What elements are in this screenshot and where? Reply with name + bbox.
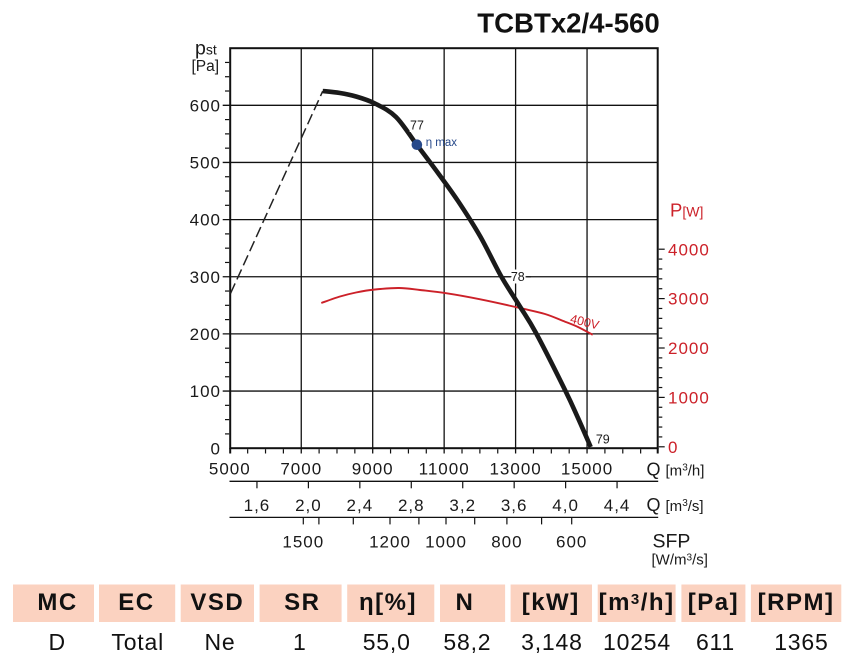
svg-text:[RPM]: [RPM] xyxy=(758,589,835,616)
svg-text:N: N xyxy=(455,589,474,616)
svg-text:SR: SR xyxy=(284,589,320,616)
svg-text:Total: Total xyxy=(111,629,164,655)
svg-text:pst: pst xyxy=(195,38,217,60)
svg-text:13000: 13000 xyxy=(489,460,541,479)
svg-text:1000: 1000 xyxy=(668,389,710,408)
svg-text:TCBTx2/4-560: TCBTx2/4-560 xyxy=(477,8,660,39)
svg-text:5000: 5000 xyxy=(209,460,251,479)
svg-text:4000: 4000 xyxy=(668,240,710,259)
svg-text:Ne: Ne xyxy=(204,629,235,655)
svg-text:1365: 1365 xyxy=(774,629,828,655)
svg-text:600: 600 xyxy=(556,532,587,551)
svg-text:2,0: 2,0 xyxy=(295,496,322,515)
svg-text:3,148: 3,148 xyxy=(521,629,583,655)
svg-text:400: 400 xyxy=(190,211,221,230)
svg-text:2,4: 2,4 xyxy=(347,496,374,515)
svg-text:[Pa]: [Pa] xyxy=(192,58,220,75)
svg-text:MC: MC xyxy=(37,589,77,616)
svg-text:1500: 1500 xyxy=(282,532,324,551)
svg-text:Q [m3/h]: Q [m3/h] xyxy=(647,460,705,480)
svg-text:SFP: SFP xyxy=(653,531,691,553)
svg-text:78: 78 xyxy=(511,270,525,284)
svg-text:D: D xyxy=(48,629,65,655)
svg-text:15000: 15000 xyxy=(561,460,613,479)
svg-text:[Pa]: [Pa] xyxy=(688,589,739,616)
svg-text:VSD: VSD xyxy=(190,589,244,616)
svg-text:7000: 7000 xyxy=(280,460,322,479)
svg-text:[m3/h]: [m3/h] xyxy=(599,589,675,616)
svg-text:4,4: 4,4 xyxy=(604,496,631,515)
svg-text:3,6: 3,6 xyxy=(501,496,528,515)
svg-text:P[W]: P[W] xyxy=(670,199,703,220)
svg-text:9000: 9000 xyxy=(352,460,394,479)
svg-text:[kW]: [kW] xyxy=(522,589,580,616)
svg-text:1: 1 xyxy=(293,629,307,655)
svg-text:100: 100 xyxy=(190,382,221,401)
svg-text:11000: 11000 xyxy=(419,460,470,479)
svg-text:200: 200 xyxy=(190,325,221,344)
svg-text:1200: 1200 xyxy=(369,532,411,551)
svg-text:η[%]: η[%] xyxy=(359,589,417,616)
svg-text:EC: EC xyxy=(118,589,154,616)
svg-text:1,6: 1,6 xyxy=(244,496,271,515)
svg-text:[W/m3/s]: [W/m3/s] xyxy=(652,552,708,569)
svg-text:3000: 3000 xyxy=(668,290,710,309)
svg-text:77: 77 xyxy=(410,118,424,132)
svg-text:800: 800 xyxy=(491,532,522,551)
svg-text:611: 611 xyxy=(696,629,735,655)
svg-text:2000: 2000 xyxy=(668,339,710,358)
svg-text:300: 300 xyxy=(190,268,221,287)
svg-text:2,8: 2,8 xyxy=(398,496,425,515)
svg-text:79: 79 xyxy=(596,433,610,447)
svg-text:0: 0 xyxy=(211,439,221,458)
svg-text:η max: η max xyxy=(426,137,458,149)
svg-text:Q [m3/s]: Q [m3/s] xyxy=(647,495,704,515)
svg-text:58,2: 58,2 xyxy=(443,629,491,655)
svg-text:4,0: 4,0 xyxy=(552,496,579,515)
svg-text:55,0: 55,0 xyxy=(363,629,411,655)
svg-text:3,2: 3,2 xyxy=(449,496,476,515)
svg-text:500: 500 xyxy=(190,154,221,173)
svg-text:10254: 10254 xyxy=(603,629,671,655)
svg-text:1000: 1000 xyxy=(425,532,467,551)
svg-text:600: 600 xyxy=(190,96,221,115)
svg-text:0: 0 xyxy=(668,438,678,457)
